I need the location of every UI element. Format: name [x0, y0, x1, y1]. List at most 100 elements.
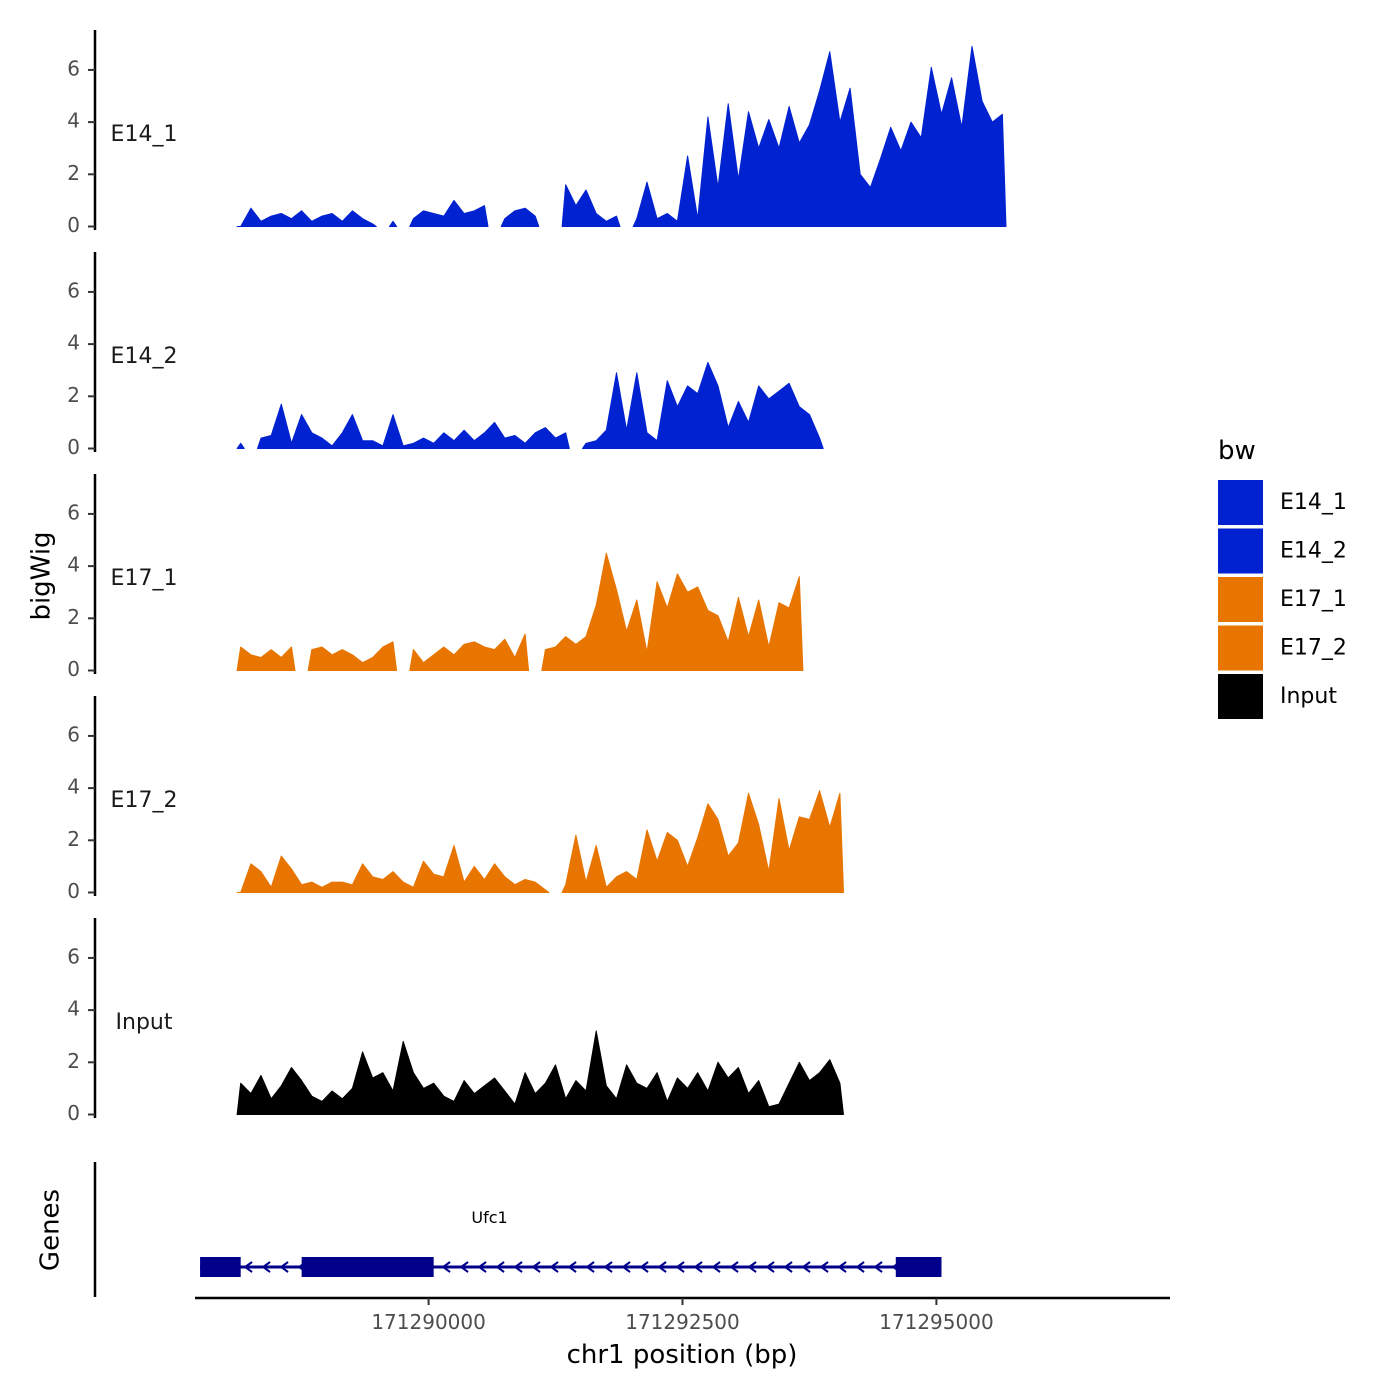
- strand-arrow-31: [765, 1261, 775, 1273]
- genes-axis-title: Genes: [36, 1189, 66, 1271]
- strand-arrow-28: [711, 1261, 721, 1273]
- area-E17_1-segment-0: [236, 646, 296, 671]
- gene-model: [200, 1257, 942, 1277]
- strand-arrow-25: [657, 1261, 667, 1273]
- y-tick-label-E17_2-0: 0: [67, 879, 80, 903]
- y-tick-label-E17_1-6: 6: [67, 500, 80, 524]
- area-E14_1-segment-1: [389, 220, 398, 227]
- strand-arrow-23: [621, 1261, 631, 1273]
- legend-label-E17_2: E17_2: [1280, 636, 1347, 661]
- x-axis: 171290000 171292500 171295000 chr1 positio…: [195, 1296, 1170, 1370]
- track-E17_1: 0 2 4 6 E17_1: [67, 474, 804, 681]
- y-tick-label-E17_2-4: 4: [67, 775, 80, 799]
- y-tick-label-Input-2: 2: [67, 1049, 80, 1073]
- strand-arrow-13: [441, 1261, 451, 1273]
- track-E14_1: 0 2 4 6 E14_1: [67, 30, 1007, 237]
- gene-exon-0: [200, 1257, 241, 1277]
- y-tick-label-E14_2-0: 0: [67, 435, 80, 459]
- strand-arrow-20: [567, 1261, 577, 1273]
- x-tick-label-171290000: 171290000: [371, 1310, 486, 1334]
- track-label-E17_2: E17_2: [111, 788, 178, 813]
- legend-title: bw: [1218, 436, 1256, 466]
- area-E17_2-segment-1: [561, 790, 844, 893]
- strand-arrow-22: [603, 1261, 613, 1273]
- y-tick-label-E14_2-2: 2: [67, 383, 80, 407]
- strand-arrow-27: [693, 1261, 703, 1273]
- gene-exon-1: [301, 1257, 434, 1277]
- y-tick-label-E17_1-2: 2: [67, 605, 80, 629]
- strand-arrow-32: [783, 1261, 793, 1273]
- area-E17_1-segment-2: [409, 633, 530, 671]
- area-E17_1-segment-3: [541, 552, 804, 671]
- area-E17_2-segment-0: [236, 845, 550, 893]
- y-axis-title: bigWig: [27, 531, 57, 620]
- y-tick-label-E14_1-6: 6: [67, 56, 80, 80]
- legend-swatch-E14_1: [1218, 480, 1263, 525]
- track-label-E14_2: E14_2: [111, 344, 178, 369]
- y-tick-label-Input-0: 0: [67, 1101, 80, 1125]
- gene-exon-2: [895, 1257, 942, 1277]
- track-E17_2: 0 2 4 6 E17_2: [67, 696, 844, 903]
- strand-arrow-36: [855, 1261, 865, 1273]
- strand-arrow-37: [873, 1261, 883, 1273]
- strand-arrow-16: [495, 1261, 505, 1273]
- strand-arrow-17: [513, 1261, 523, 1273]
- legend-label-E14_1: E14_1: [1280, 490, 1347, 515]
- y-tick-label-E14_1-4: 4: [67, 109, 80, 133]
- strand-arrow-26: [675, 1261, 685, 1273]
- area-E14_1-segment-3: [500, 207, 540, 227]
- y-tick-label-E17_1-4: 4: [67, 553, 80, 577]
- strand-arrow-19: [549, 1261, 559, 1273]
- strand-arrow-34: [819, 1261, 829, 1273]
- track-label-Input: Input: [116, 1010, 173, 1035]
- y-tick-label-E14_2-6: 6: [67, 278, 80, 302]
- strand-arrow-15: [477, 1261, 487, 1273]
- area-Input-segment-0: [236, 1030, 844, 1115]
- track-E14_2: 0 2 4 6 E14_2: [67, 252, 824, 459]
- area-E14_1-segment-2: [409, 199, 489, 227]
- gene-name-label: Ufc1: [471, 1208, 507, 1227]
- area-E14_2-segment-2: [582, 361, 824, 449]
- genes-panel: Genes Ufc1: [36, 1162, 942, 1297]
- strand-arrow-3: [261, 1261, 271, 1273]
- strand-arrow-33: [801, 1261, 811, 1273]
- strand-arrow-4: [279, 1261, 289, 1273]
- strand-arrow-2: [243, 1261, 253, 1273]
- strand-arrow-35: [837, 1261, 847, 1273]
- y-tick-label-E17_2-2: 2: [67, 827, 80, 851]
- area-E14_1-segment-0: [236, 207, 377, 227]
- track-label-E14_1: E14_1: [111, 122, 178, 147]
- area-E14_2-segment-0: [236, 442, 245, 449]
- legend-swatch-E17_2: [1218, 625, 1263, 671]
- strand-arrow-24: [639, 1261, 649, 1273]
- y-tick-label-Input-6: 6: [67, 944, 80, 968]
- strand-arrow-18: [531, 1261, 541, 1273]
- x-tick-label-171292500: 171292500: [625, 1310, 740, 1334]
- x-tick-label-171295000: 171295000: [879, 1310, 994, 1334]
- y-tick-label-E17_1-0: 0: [67, 657, 80, 681]
- tracks-group: 0 2 4 6 E14_1 0 2 4 6 E14_2 0 2 4 6 E17_1 0 2 4 6 E17_2 0 2 4 6…: [67, 30, 1007, 1125]
- legend-swatch-E14_2: [1218, 528, 1263, 574]
- area-E14_1-segment-5: [632, 45, 1007, 227]
- area-E17_1-segment-1: [307, 641, 398, 671]
- area-E14_2-segment-1: [257, 403, 570, 449]
- y-tick-label-E14_2-4: 4: [67, 331, 80, 355]
- y-tick-label-E14_1-0: 0: [67, 213, 80, 237]
- legend-label-E17_1: E17_1: [1280, 587, 1347, 612]
- strand-arrow-21: [585, 1261, 595, 1273]
- strand-arrow-30: [747, 1261, 757, 1273]
- legend-swatch-E17_1: [1218, 577, 1263, 622]
- track-label-E17_1: E17_1: [111, 566, 178, 591]
- y-tick-label-E17_2-6: 6: [67, 722, 80, 746]
- area-E14_1-segment-4: [561, 184, 621, 227]
- legend-label-E14_2: E14_2: [1280, 539, 1347, 564]
- y-tick-label-Input-4: 4: [67, 997, 80, 1021]
- legend-label-Input: Input: [1280, 684, 1337, 709]
- track-Input: 0 2 4 6 Input: [67, 918, 844, 1125]
- x-axis-title: chr1 position (bp): [567, 1340, 798, 1370]
- strand-arrow-29: [729, 1261, 739, 1273]
- legend: bw E14_1 E14_2 E17_1 E17_2 Input: [1218, 436, 1347, 719]
- y-tick-label-E14_1-2: 2: [67, 161, 80, 185]
- strand-arrow-14: [459, 1261, 469, 1273]
